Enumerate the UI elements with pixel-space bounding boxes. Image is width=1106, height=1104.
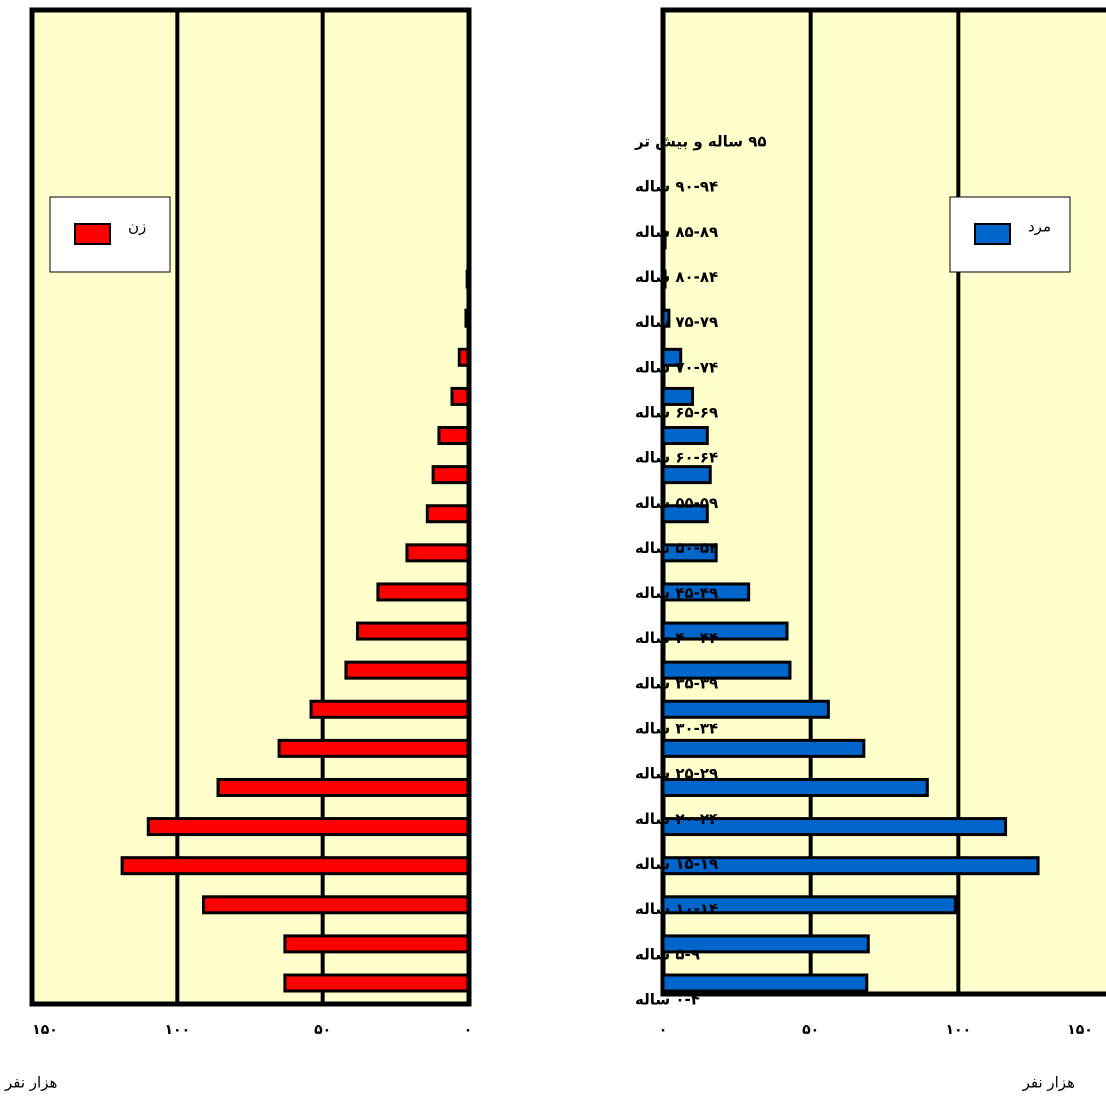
- category-label: ۱۰-۱۴ ساله: [635, 900, 718, 918]
- category-label: ۴۵-۴۹ ساله: [635, 584, 718, 602]
- bar: [376, 582, 470, 602]
- bar: [283, 934, 470, 954]
- category-label: ۰-۴ ساله: [635, 991, 700, 1009]
- bar: [661, 699, 830, 719]
- bar: [120, 856, 470, 876]
- category-label: ۴۰-۴۴ ساله: [635, 629, 718, 647]
- bar: [450, 386, 470, 406]
- bar: [344, 660, 470, 680]
- bar: [356, 621, 470, 641]
- bar: [661, 621, 789, 641]
- bar: [661, 386, 695, 406]
- x-axis-label: هزار نفر: [4, 1074, 57, 1092]
- bar: [661, 465, 712, 485]
- x-tick-label: ۱۵۰: [32, 1022, 58, 1038]
- legend-swatch: [74, 223, 111, 245]
- bar: [216, 777, 470, 797]
- left-plot: [29, 7, 472, 1007]
- category-label: ۷۵-۷۹ ساله: [635, 313, 718, 331]
- bar: [309, 699, 470, 719]
- bar: [425, 504, 470, 524]
- x-tick-label: ۵۰: [802, 1022, 819, 1038]
- bar: [661, 347, 683, 367]
- category-label: ۱۵-۱۹ ساله: [635, 855, 718, 873]
- bar: [661, 582, 751, 602]
- bar: [405, 543, 470, 563]
- x-tick-label: ۰: [464, 1022, 473, 1038]
- bar: [661, 934, 870, 954]
- category-label: ۵۵-۵۹ ساله: [635, 494, 718, 512]
- bar: [283, 973, 470, 993]
- bar: [465, 269, 470, 289]
- legend-label: زن: [128, 218, 146, 236]
- bar: [146, 817, 470, 837]
- category-label: ۷۰-۷۴ ساله: [635, 358, 718, 376]
- category-label: ۲۵-۲۹ ساله: [635, 765, 718, 783]
- legend-label: مرد: [1028, 218, 1051, 236]
- category-label: ۹۵ ساله و بیش تر: [634, 133, 767, 151]
- bar: [201, 895, 470, 915]
- bar: [661, 269, 667, 289]
- bar: [431, 465, 470, 485]
- x-tick-label: ۱۰۰: [165, 1022, 191, 1038]
- bar: [661, 817, 1008, 837]
- x-axis-label: هزار نفر: [1022, 1074, 1075, 1092]
- legend-swatch: [974, 223, 1011, 245]
- bar: [464, 308, 470, 328]
- bar: [661, 777, 929, 797]
- category-label: ۹۰-۹۴ ساله: [635, 178, 718, 196]
- category-label: ۲۰-۲۴ ساله: [635, 810, 718, 828]
- category-label: ۸۵-۸۹ ساله: [635, 223, 718, 241]
- bar: [661, 856, 1040, 876]
- bar: [661, 973, 869, 993]
- bar: [661, 895, 957, 915]
- bar: [457, 347, 470, 367]
- bar: [661, 504, 709, 524]
- bar: [661, 738, 866, 758]
- x-tick-label: ۱۰۰: [946, 1022, 972, 1038]
- category-label: ۵-۹ ساله: [635, 945, 700, 963]
- x-tick-label: ۱۵۰: [1067, 1022, 1093, 1038]
- bar: [277, 738, 470, 758]
- category-label: ۶۵-۶۹ ساله: [635, 403, 718, 421]
- category-label: ۳۰-۳۴ ساله: [635, 720, 718, 738]
- category-label: ۶۰-۶۴ ساله: [635, 449, 718, 467]
- category-label: ۵۰-۵۴ ساله: [635, 539, 718, 557]
- bar: [661, 426, 709, 446]
- category-label: ۸۰-۸۴ ساله: [635, 268, 718, 286]
- bar: [437, 426, 470, 446]
- bar: [661, 308, 671, 328]
- bar: [661, 230, 667, 250]
- bar: [661, 660, 792, 680]
- bar: [661, 543, 718, 563]
- x-tick-label: ۰: [659, 1022, 668, 1038]
- x-tick-label: ۵۰: [314, 1022, 331, 1038]
- category-label: ۳۵-۳۹ ساله: [635, 674, 718, 692]
- right-plot: [660, 7, 1106, 997]
